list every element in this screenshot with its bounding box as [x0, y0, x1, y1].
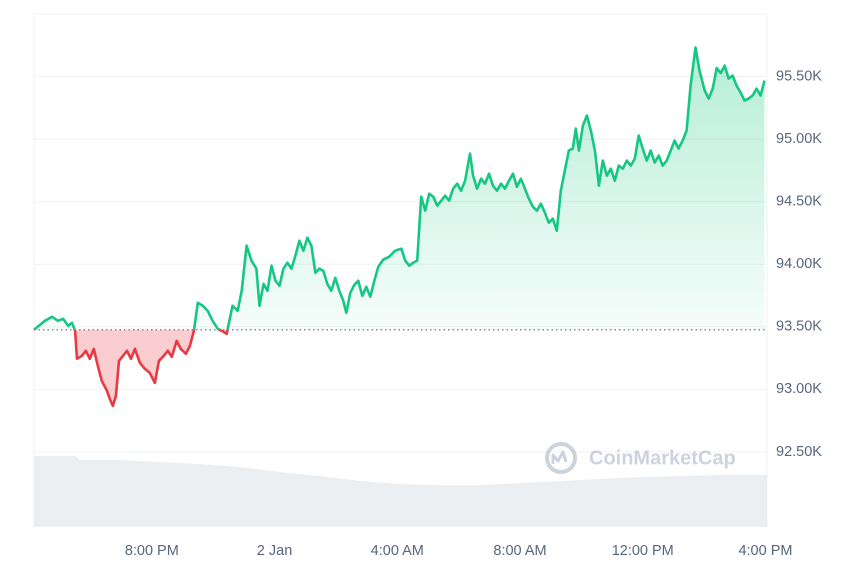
x-tick-label: 4:00 PM [738, 543, 792, 559]
plot [33, 46, 767, 408]
y-tick-label: 94.50K [776, 194, 822, 210]
x-tick-label: 8:00 PM [125, 543, 179, 559]
watermark-text: CoinMarketCap [589, 447, 736, 469]
y-tick-label: 94.00K [776, 256, 822, 272]
x-tick-label: 12:00 PM [612, 543, 674, 559]
y-tick-label: 95.00K [776, 131, 822, 147]
volume-area [34, 456, 767, 527]
y-tick-label: 92.50K [776, 444, 822, 460]
y-tick-label: 93.00K [776, 381, 822, 397]
x-tick-label: 2 Jan [257, 543, 292, 559]
price-line [33, 46, 766, 408]
ticks: 92.50K 93.00K 93.50K 94.00K 94.50K 95.00K 95.5… [125, 68, 822, 558]
price-area [34, 47, 765, 406]
y-tick-label: 93.50K [776, 319, 822, 335]
x-tick-label: 8:00 AM [493, 543, 546, 559]
x-tick-label: 4:00 AM [371, 543, 424, 559]
watermark: CoinMarketCap [545, 442, 736, 474]
y-tick-label: 95.50K [776, 68, 822, 84]
